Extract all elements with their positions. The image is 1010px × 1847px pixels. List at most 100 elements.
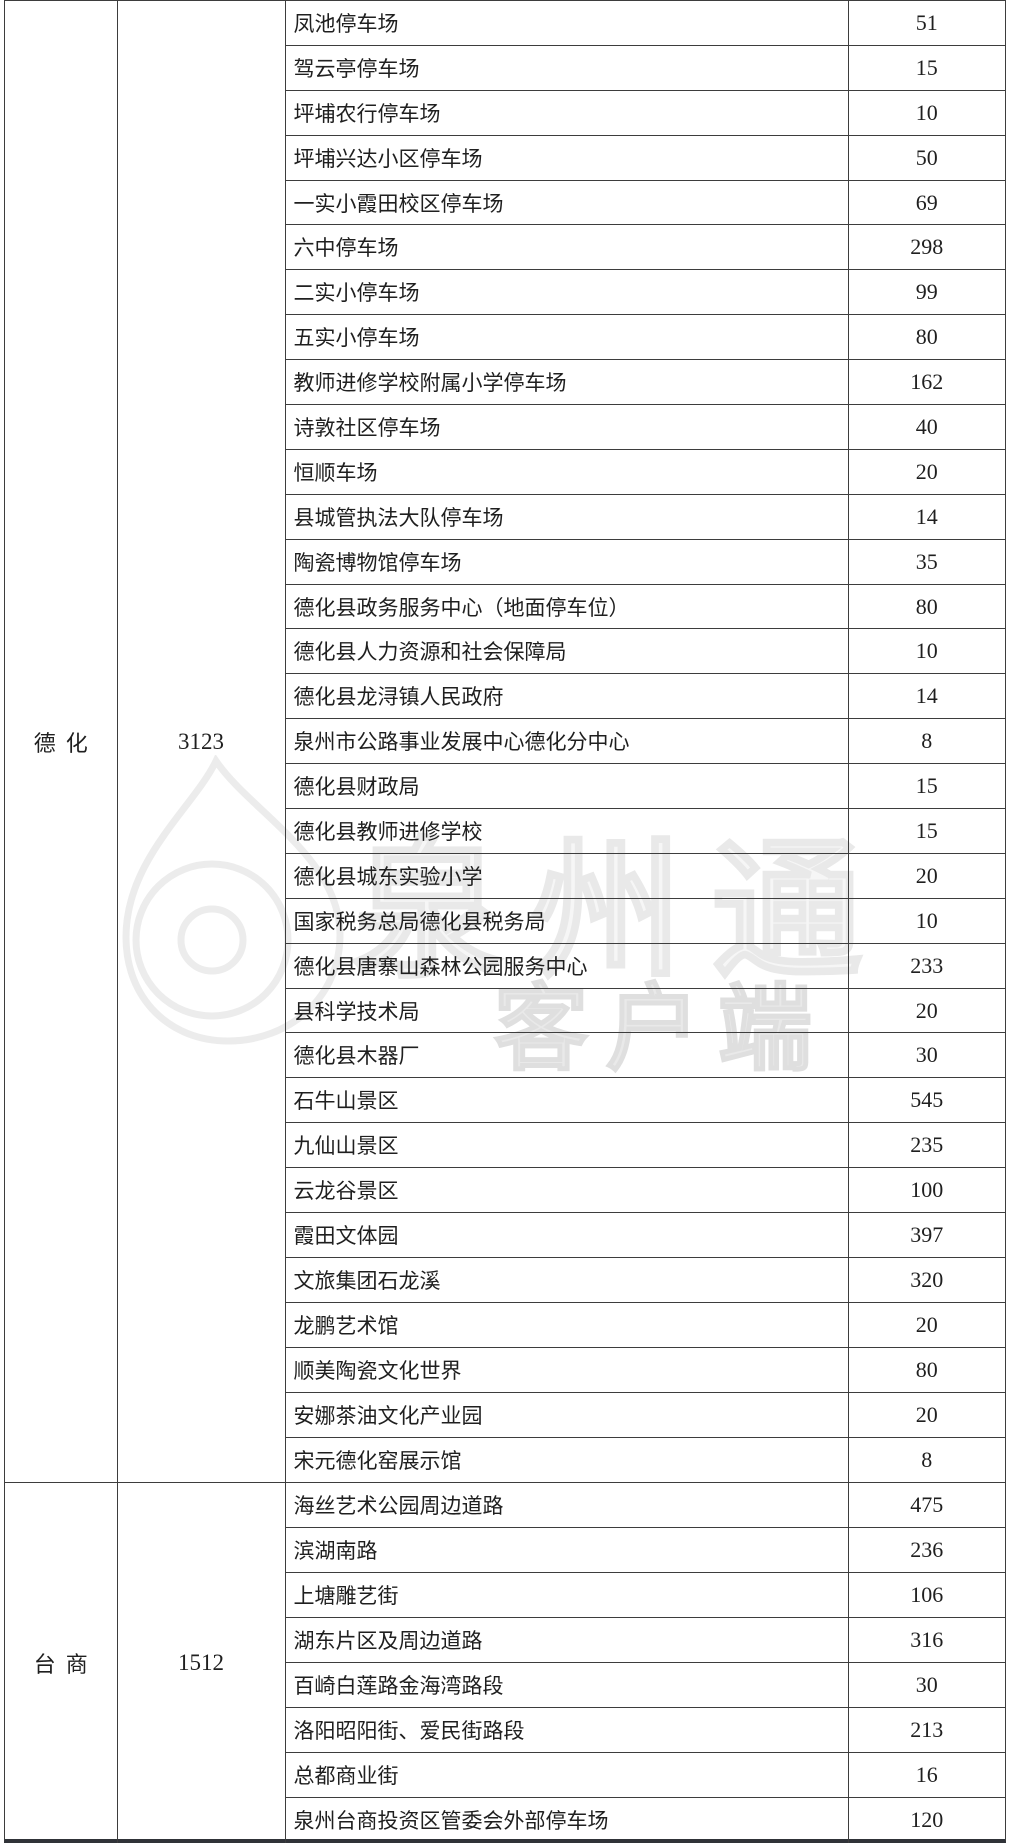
parking-name-cell: 德化县木器厂 — [293, 1044, 420, 1069]
parking-name-cell: 上塘雕艺街 — [293, 1584, 399, 1609]
parking-count-cell: 30 — [847, 1033, 1006, 1078]
region-total: 3123 — [118, 1, 286, 1483]
parking-name-cell: 顺美陶瓷文化世界 — [293, 1358, 462, 1383]
parking-count-cell: 545 — [847, 1078, 1006, 1123]
table-row: 安娜茶油文化产业园 20 — [285, 1392, 1006, 1438]
parking-count-cell: 120 — [847, 1797, 1006, 1843]
parking-count-cell: 20 — [847, 1302, 1006, 1347]
table-row: 一实小霞田校区停车场 69 — [285, 180, 1006, 226]
table-row: 云龙谷景区 100 — [285, 1168, 1006, 1214]
parking-count-cell: 16 — [847, 1752, 1006, 1797]
parking-name-cell: 龙鹏艺术馆 — [293, 1313, 399, 1338]
table-row: 德化县人力资源和社会保障局 10 — [285, 629, 1006, 675]
parking-name-cell: 驾云亭停车场 — [293, 56, 420, 81]
table-row: 顺美陶瓷文化世界 80 — [285, 1347, 1005, 1393]
parking-name-cell: 洛阳昭阳街、爱民街路段 — [293, 1718, 525, 1743]
table-row: 二实小停车场 99 — [285, 270, 1006, 316]
parking-name-cell: 二实小停车场 — [293, 281, 420, 306]
parking-count-cell: 10 — [847, 898, 1006, 943]
table-row: 石牛山景区 545 — [285, 1078, 1006, 1124]
parking-count-cell: 80 — [847, 315, 1006, 360]
parking-count-cell: 106 — [847, 1573, 1006, 1618]
table-row: 宋元德化窑展示馆 8 — [286, 1437, 1006, 1483]
parking-name-cell: 百崎白莲路金海湾路段 — [293, 1673, 504, 1698]
region-label: 台商 — [5, 1483, 118, 1843]
parking-count-cell: 397 — [847, 1213, 1006, 1257]
parking-name-cell: 总都商业街 — [293, 1763, 399, 1788]
table-row: 德化县木器厂 30 — [285, 1033, 1006, 1079]
parking-name-cell: 云龙谷景区 — [293, 1179, 399, 1204]
table-row: 龙鹏艺术馆 20 — [285, 1302, 1006, 1348]
region-section: 台商 1512 海丝艺术公园周边道路 475 滨湖南路 236 上塘雕艺街 106 湖东片区及周… — [5, 1483, 1006, 1843]
parking-name-cell: 九仙山景区 — [293, 1134, 399, 1159]
parking-name-cell: 诗敦社区停车场 — [293, 415, 441, 440]
parking-name-cell: 滨湖南路 — [293, 1539, 378, 1564]
parking-count-cell: 15 — [847, 45, 1006, 90]
parking-name-cell: 德化县龙浔镇人民政府 — [293, 685, 504, 710]
parking-count-cell: 236 — [847, 1528, 1006, 1573]
region-label: 德化 — [5, 1, 118, 1483]
parking-name-cell: 一实小霞田校区停车场 — [293, 191, 504, 216]
parking-name-cell: 德化县教师进修学校 — [293, 819, 483, 844]
parking-name-cell: 宋元德化窑展示馆 — [293, 1448, 462, 1473]
table-row: 文旅集团石龙溪 320 — [285, 1257, 1005, 1303]
table-row: 县城管执法大队停车场 14 — [285, 494, 1006, 540]
table-row: 五实小停车场 80 — [285, 315, 1006, 361]
parking-count-cell: 20 — [847, 449, 1006, 494]
parking-count-cell: 8 — [847, 719, 1006, 764]
parking-name-cell: 德化县唐寨山森林公园服务中心 — [293, 954, 588, 979]
table-row: 德化县唐寨山森林公园服务中心 233 — [285, 943, 1006, 989]
parking-count-cell: 235 — [847, 1123, 1006, 1168]
parking-name-cell: 教师进修学校附属小学停车场 — [293, 371, 567, 396]
table-row: 陶瓷博物馆停车场 35 — [285, 539, 1006, 585]
region-rows: 海丝艺术公园周边道路 475 滨湖南路 236 上塘雕艺街 106 湖东片区及周边道路 316… — [285, 1483, 1006, 1843]
table-row: 洛阳昭阳街、爱民街路段 213 — [285, 1707, 1006, 1753]
parking-name-cell: 德化县人力资源和社会保障局 — [293, 640, 567, 665]
parking-name-cell: 县科学技术局 — [293, 999, 420, 1024]
parking-count-cell: 20 — [847, 1392, 1006, 1437]
parking-name-cell: 坪埔兴达小区停车场 — [293, 146, 483, 171]
table-row: 凤池停车场 51 — [285, 1, 1006, 46]
parking-count-cell: 80 — [847, 584, 1006, 629]
parking-count-cell: 20 — [847, 988, 1006, 1033]
parking-name-cell: 陶瓷博物馆停车场 — [293, 550, 462, 575]
parking-table: 德化 3123 凤池停车场 51 驾云亭停车场 15 坪埔农行停车场 10 坪埔兴达小区停车场 5… — [4, 0, 1006, 1843]
parking-name-cell: 恒顺车场 — [293, 460, 378, 485]
parking-count-cell: 316 — [847, 1618, 1006, 1662]
parking-count-cell: 298 — [847, 225, 1006, 270]
table-row: 德化县财政局 15 — [285, 764, 1005, 810]
table-row: 上塘雕艺街 106 — [285, 1573, 1006, 1619]
table-row: 国家税务总局德化县税务局 10 — [285, 898, 1006, 944]
parking-name-cell: 德化县城东实验小学 — [293, 864, 483, 889]
region-total: 1512 — [118, 1483, 286, 1843]
parking-count-cell: 15 — [847, 809, 1006, 853]
parking-count-cell: 8 — [847, 1437, 1006, 1483]
parking-count-cell: 213 — [847, 1707, 1006, 1752]
parking-count-cell: 100 — [847, 1168, 1006, 1213]
table-row: 六中停车场 298 — [285, 225, 1006, 271]
table-row: 泉州台商投资区管委会外部停车场 120 — [286, 1797, 1006, 1843]
table-row: 九仙山景区 235 — [285, 1123, 1006, 1169]
region-rows: 凤池停车场 51 驾云亭停车场 15 坪埔农行停车场 10 坪埔兴达小区停车场 50 一实小霞田… — [285, 1, 1006, 1483]
table-row: 海丝艺术公园周边道路 475 — [285, 1483, 1006, 1529]
parking-name-cell: 霞田文体园 — [293, 1223, 399, 1248]
parking-count-cell: 35 — [847, 539, 1006, 584]
table-row: 总都商业街 16 — [285, 1752, 1006, 1798]
table-row: 滨湖南路 236 — [285, 1528, 1006, 1574]
table-row: 泉州市公路事业发展中心德化分中心 8 — [285, 719, 1006, 765]
parking-count-cell: 14 — [847, 674, 1006, 719]
parking-count-cell: 50 — [847, 135, 1006, 180]
parking-count-cell: 162 — [847, 360, 1006, 405]
parking-count-cell: 10 — [847, 629, 1006, 674]
parking-count-cell: 99 — [847, 270, 1006, 315]
parking-count-cell: 233 — [847, 943, 1006, 988]
parking-name-cell: 德化县政务服务中心（地面停车位） — [293, 595, 630, 620]
parking-count-cell: 475 — [847, 1483, 1006, 1528]
parking-count-cell: 30 — [847, 1662, 1006, 1707]
table-row: 德化县政务服务中心（地面停车位） 80 — [285, 584, 1006, 630]
parking-count-cell: 51 — [847, 1, 1006, 45]
parking-count-cell: 14 — [847, 494, 1006, 539]
parking-count-cell: 69 — [847, 180, 1006, 225]
table-row: 恒顺车场 20 — [285, 449, 1006, 495]
parking-name-cell: 湖东片区及周边道路 — [293, 1629, 483, 1653]
